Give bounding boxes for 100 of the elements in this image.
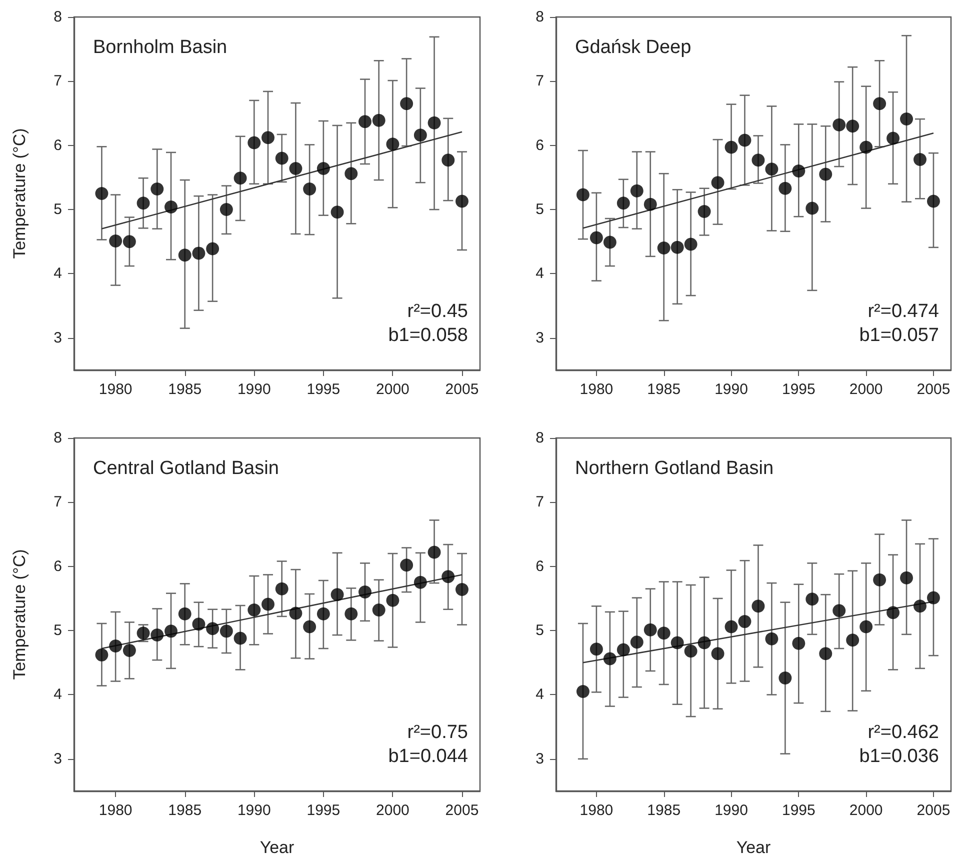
point xyxy=(192,618,206,631)
point xyxy=(178,248,192,262)
annotation: r²=0.474 xyxy=(868,301,940,322)
point xyxy=(122,644,136,657)
point xyxy=(860,620,873,634)
x-tick-label: 1980 xyxy=(580,802,614,819)
point xyxy=(234,632,247,645)
y-tick-label: 5 xyxy=(54,622,62,640)
point xyxy=(657,626,670,640)
point xyxy=(738,615,752,628)
annotation: b1=0.036 xyxy=(859,746,939,767)
point xyxy=(248,604,261,617)
point xyxy=(846,634,860,647)
y-tick-label: 7 xyxy=(54,72,62,90)
point xyxy=(456,194,468,208)
point xyxy=(886,132,900,145)
x-tick-label: 1995 xyxy=(782,802,816,819)
point xyxy=(109,639,122,652)
point xyxy=(873,573,886,586)
point xyxy=(698,636,711,650)
x-tick-label: 2005 xyxy=(445,381,479,398)
annotation: r²=0.45 xyxy=(407,301,468,322)
point xyxy=(248,136,261,150)
point xyxy=(164,200,178,214)
point xyxy=(386,138,400,151)
point xyxy=(806,592,819,606)
point xyxy=(778,672,792,685)
point xyxy=(819,168,832,181)
x-axis-title: Year xyxy=(260,838,295,857)
point xyxy=(724,140,738,154)
x-tick-label: 1980 xyxy=(580,381,614,398)
point xyxy=(926,194,940,208)
point xyxy=(684,238,698,251)
point xyxy=(289,606,302,620)
point xyxy=(400,558,414,572)
point xyxy=(670,240,684,254)
x-tick-label: 2005 xyxy=(916,381,950,398)
x-tick-label: 1985 xyxy=(168,381,202,398)
point xyxy=(603,652,616,666)
point xyxy=(206,242,220,256)
point xyxy=(400,97,414,110)
point xyxy=(358,586,372,599)
point xyxy=(262,131,274,144)
point xyxy=(275,582,288,596)
point xyxy=(711,647,724,660)
x-tick-label: 1985 xyxy=(647,381,681,398)
x-tick-label: 1980 xyxy=(98,381,132,398)
x-tick-label: 1985 xyxy=(647,802,681,819)
point xyxy=(576,685,590,698)
point xyxy=(724,620,738,634)
point xyxy=(414,128,427,142)
point xyxy=(603,236,616,249)
annotation: b1=0.057 xyxy=(859,325,939,346)
x-tick-label: 1995 xyxy=(306,802,340,819)
x-tick-label: 1995 xyxy=(306,381,340,398)
point xyxy=(95,648,108,662)
point xyxy=(590,642,603,656)
x-tick-label: 1985 xyxy=(168,802,202,819)
point xyxy=(262,598,274,611)
point xyxy=(178,607,192,620)
y-tick-label: 8 xyxy=(536,8,544,26)
point xyxy=(926,591,940,604)
y-tick-label: 6 xyxy=(54,136,62,154)
point xyxy=(590,231,603,244)
point xyxy=(358,115,372,128)
y-axis-title: Temperature (°C) xyxy=(10,549,29,680)
x-tick-label: 1990 xyxy=(237,802,271,819)
point xyxy=(630,184,644,198)
y-tick-label: 5 xyxy=(536,201,544,218)
point xyxy=(206,622,220,636)
point xyxy=(576,188,590,202)
y-tick-label: 8 xyxy=(54,430,62,446)
text: Bornholm Basin xyxy=(93,37,228,58)
point xyxy=(95,187,108,200)
point xyxy=(765,162,778,176)
point xyxy=(711,176,724,190)
y-tick-label: 5 xyxy=(54,201,62,218)
point xyxy=(414,576,427,589)
point xyxy=(386,594,400,607)
point xyxy=(192,246,206,260)
text: Central Gotland Basin xyxy=(93,458,279,479)
point xyxy=(136,196,150,210)
x-tick-label: 1980 xyxy=(98,802,132,819)
point xyxy=(344,167,358,180)
point xyxy=(752,154,765,167)
point xyxy=(616,643,630,656)
y-tick-label: 3 xyxy=(54,329,62,346)
x-tick-label: 1990 xyxy=(237,381,271,398)
point xyxy=(164,624,178,638)
point xyxy=(900,571,914,584)
point xyxy=(330,206,344,219)
point xyxy=(819,647,832,660)
x-tick-label: 2000 xyxy=(849,381,883,398)
y-tick-label: 4 xyxy=(54,265,62,282)
point xyxy=(303,182,316,196)
x-tick-label: 1990 xyxy=(714,802,748,819)
point xyxy=(886,606,900,620)
point xyxy=(136,626,150,640)
x-tick-label: 2000 xyxy=(849,802,883,819)
point xyxy=(234,172,247,185)
